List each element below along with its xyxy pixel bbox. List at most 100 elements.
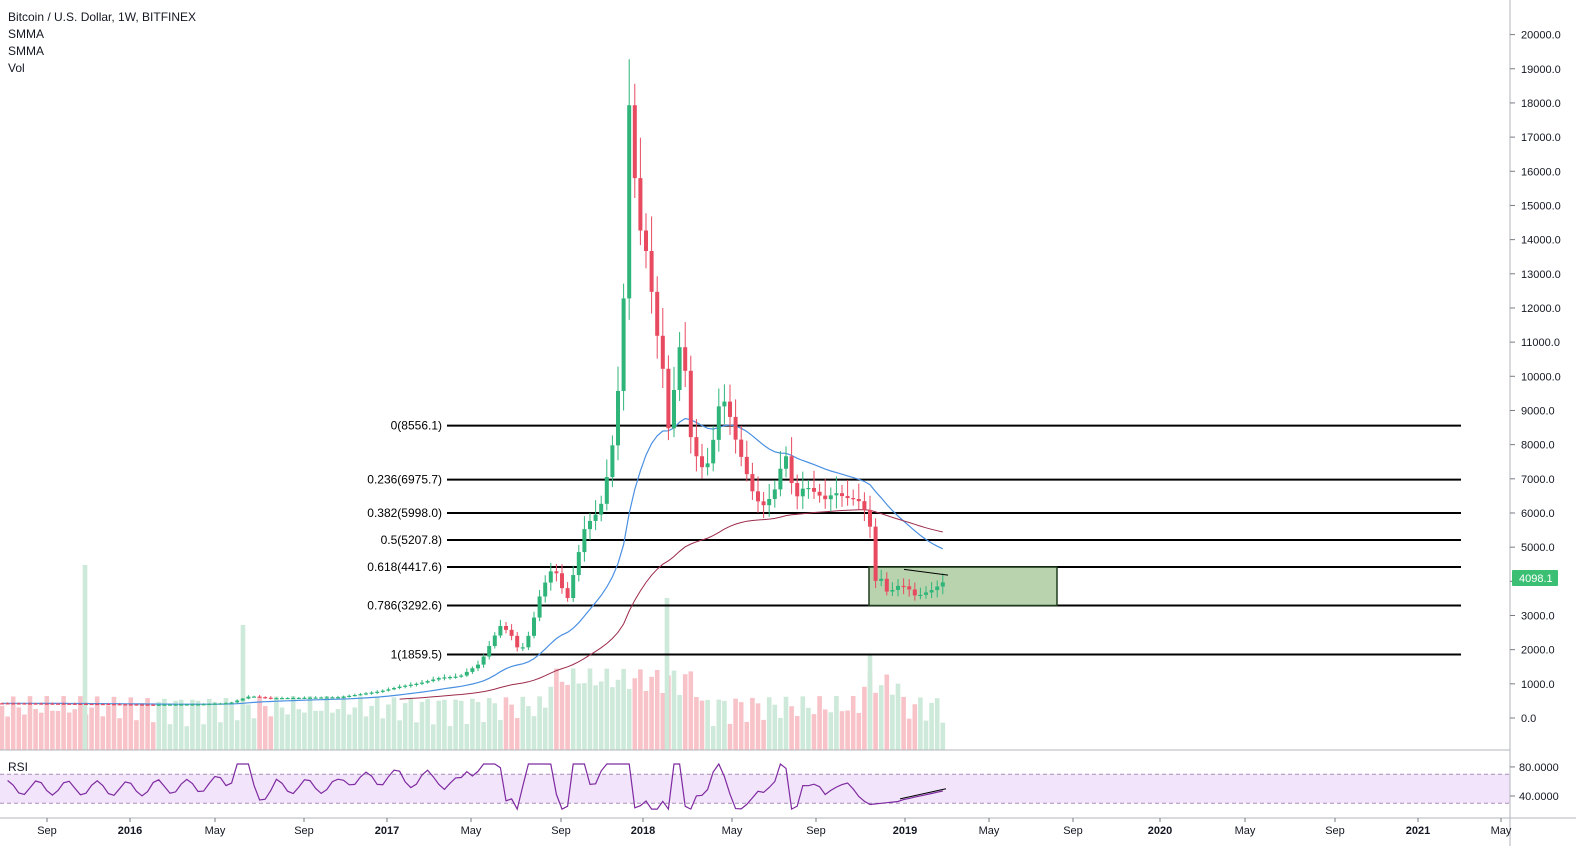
candle-body <box>168 704 172 706</box>
price-tick-label: 18000.0 <box>1521 98 1561 110</box>
candle-body <box>425 681 430 683</box>
volume-bar <box>604 668 610 750</box>
volume-bar <box>548 686 554 750</box>
volume-bar <box>811 714 817 750</box>
candle-body <box>660 335 665 369</box>
volume-bar <box>481 722 486 750</box>
candle-body <box>694 437 699 457</box>
price-tick-label: 19000.0 <box>1521 64 1561 76</box>
volume-bar <box>380 718 386 750</box>
candle-body <box>537 596 542 618</box>
price-tick-label: 12000.0 <box>1521 303 1561 315</box>
volume-bar <box>246 704 251 750</box>
candle-body <box>470 668 475 672</box>
volume-bar <box>638 669 643 750</box>
volume-bar <box>330 712 335 750</box>
candle-body <box>100 703 105 706</box>
volume-bar <box>335 709 341 750</box>
price-tick-label: 20000.0 <box>1521 30 1561 42</box>
candle-body <box>901 585 906 588</box>
rsi-line <box>7 762 943 811</box>
candle-body <box>812 487 816 492</box>
volume-bar <box>509 704 514 750</box>
volume-bar <box>447 726 453 750</box>
candle-body <box>72 703 77 705</box>
volume-bar <box>587 668 593 750</box>
volume-bar <box>778 717 783 750</box>
volume-bar <box>710 725 716 750</box>
candle-body <box>224 703 228 705</box>
volume-bar <box>285 714 290 750</box>
candle-body <box>884 578 889 592</box>
volume-bar <box>61 696 66 750</box>
price-tick-label: 10000.0 <box>1521 371 1561 383</box>
volume-bar <box>94 696 100 750</box>
volume-bar <box>82 565 88 750</box>
volume-bar <box>10 696 16 750</box>
volume-bar <box>705 699 710 750</box>
candle-body <box>302 697 307 699</box>
volume-bar <box>671 670 677 750</box>
candle-body <box>593 514 598 521</box>
candle-body <box>476 664 480 669</box>
volume-bar <box>850 696 856 750</box>
volume-bar <box>716 699 722 750</box>
candle-body <box>571 575 576 598</box>
volume-bar <box>912 704 918 750</box>
candle-body <box>50 703 55 705</box>
volume-bar <box>346 714 352 750</box>
price-tick-label: 7000.0 <box>1521 474 1555 486</box>
volume-bar <box>682 674 688 750</box>
volume-indicator-label[interactable]: Vol <box>8 61 25 75</box>
fib-level-label: 0(8556.1) <box>391 419 442 433</box>
candle-body <box>924 592 928 595</box>
volume-bar <box>626 689 632 750</box>
volume-bar <box>593 685 598 750</box>
candle-body <box>784 456 788 469</box>
candle-body <box>817 491 822 496</box>
volume-bar <box>296 709 302 750</box>
time-tick-label: 2017 <box>375 825 399 837</box>
smma-indicator-label-2[interactable]: SMMA <box>8 44 44 58</box>
candle-body <box>582 529 587 553</box>
candle-body <box>285 697 290 700</box>
candle-body <box>117 704 122 706</box>
volume-bar <box>430 724 436 750</box>
candle-body <box>806 487 811 490</box>
volume-bar <box>111 696 117 750</box>
smma-indicator-label[interactable]: SMMA <box>8 27 44 41</box>
candle-body <box>313 697 318 699</box>
candle-body <box>16 703 21 705</box>
candle-body <box>89 703 94 706</box>
rsi-tick-label: 80.0000 <box>1519 762 1559 774</box>
smma-fast-line <box>2 417 944 705</box>
volume-bar <box>358 696 363 750</box>
volume-bar <box>475 701 481 750</box>
volume-bar <box>878 685 884 750</box>
price-tick-label: 5000.0 <box>1521 542 1555 554</box>
volume-bar <box>890 694 895 750</box>
time-axis: Sep 2016 May Sep 2017 May Sep 2018 May Sep 2019 May… <box>37 818 1512 837</box>
candle-body <box>739 439 744 457</box>
volume-bar <box>873 692 878 750</box>
candle-body <box>498 626 503 636</box>
candle-body <box>33 703 38 705</box>
candle-body <box>268 697 273 699</box>
candle-body <box>403 685 408 687</box>
candle-body <box>616 390 620 446</box>
volume-bar <box>33 709 38 750</box>
candle-body <box>548 571 553 583</box>
volume-bar <box>906 718 912 750</box>
volume-bar <box>240 625 246 750</box>
volume-bar <box>78 696 83 750</box>
candle-body <box>834 493 839 496</box>
candle-body <box>123 704 128 706</box>
volume-bar <box>162 698 167 750</box>
candle-body <box>44 703 49 705</box>
volume-bar <box>503 697 509 750</box>
candle-body <box>683 347 688 371</box>
fib-level-label: 0.382(5998.0) <box>367 506 442 520</box>
candle-body <box>599 503 604 515</box>
